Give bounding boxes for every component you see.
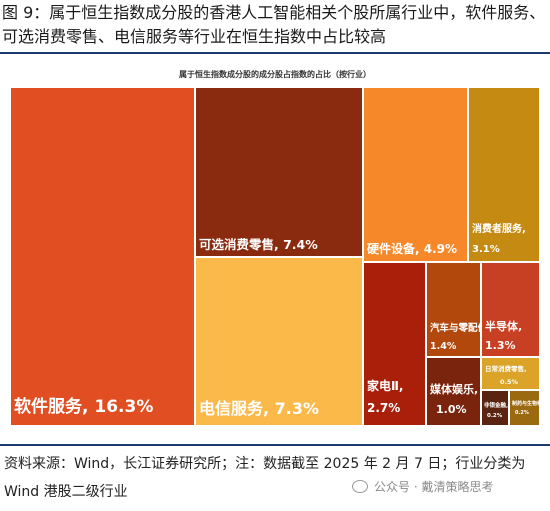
treemap-label: 1.3% bbox=[485, 339, 516, 352]
treemap-cell: 软件服务, 16.3% bbox=[9, 86, 196, 427]
watermark-text: 公众号 · 戴清策略思考 bbox=[374, 480, 494, 494]
treemap-rect bbox=[362, 86, 469, 263]
bottom-rule bbox=[0, 444, 550, 446]
treemap-label: 汽车与零配件, bbox=[430, 322, 491, 334]
treemap-cell: 制药与生物科技, 0.2% bbox=[508, 389, 549, 427]
treemap-rect bbox=[194, 86, 364, 258]
treemap-label: 0.2% bbox=[487, 413, 503, 419]
treemap-cell: 家电Ⅱ, 2.7% bbox=[362, 261, 427, 427]
top-rule bbox=[0, 52, 550, 54]
treemap-label: 半导体, bbox=[485, 319, 522, 333]
treemap-cell: 可选消费零售, 7.4% bbox=[194, 86, 364, 258]
treemap-rect bbox=[508, 389, 541, 427]
watermark: 公众号 · 戴清策略思考 bbox=[352, 478, 493, 495]
treemap-cell: 非银金融, 0.2% bbox=[480, 389, 510, 427]
source-note: 资料来源：Wind，长江证券研究所；注：数据截至 2025 年 2 月 7 日；… bbox=[4, 456, 526, 500]
treemap-label: 2.7% bbox=[367, 401, 400, 415]
chart-title: 属于恒生指数成分股的成分股占指数的占比（按行业） bbox=[179, 70, 371, 79]
treemap-label: 1.4% bbox=[430, 341, 457, 352]
treemap-cell: 电信服务, 7.3% bbox=[194, 256, 364, 427]
treemap-label: 硬件设备, 4.9% bbox=[367, 241, 457, 256]
treemap-label: 消费者服务, bbox=[472, 222, 526, 235]
figure-title: 图 9：属于恒生指数成分股的香港人工智能相关个股所属行业中，软件服务、可选消费零… bbox=[2, 3, 546, 46]
wechat-icon bbox=[352, 480, 368, 493]
treemap-label: 0.5% bbox=[500, 378, 519, 386]
treemap-label: 制药与生物科技, bbox=[512, 400, 549, 407]
treemap-label: 可选消费零售, 7.4% bbox=[199, 237, 318, 252]
treemap-rect bbox=[480, 356, 541, 391]
treemap-cell: 硬件设备, 4.9% bbox=[362, 86, 469, 263]
treemap-label: 电信服务, 7.3% bbox=[199, 399, 319, 418]
treemap-rect bbox=[362, 261, 427, 427]
treemap-cell: 媒体娱乐, 1.0% bbox=[425, 356, 482, 427]
treemap-rect bbox=[425, 356, 482, 427]
treemap-rect bbox=[194, 256, 364, 427]
treemap-rect bbox=[425, 261, 482, 358]
treemap-label: 家电Ⅱ, bbox=[367, 378, 403, 393]
treemap-label: 3.1% bbox=[472, 244, 500, 255]
treemap-chart: 软件服务, 16.3% 可选消费零售, 7.4% 电信服务, 7.3% 硬件设备, 4… bbox=[9, 86, 549, 427]
treemap-cell: 日常消费零售, 0.5% bbox=[480, 356, 541, 391]
treemap-rect bbox=[467, 86, 541, 263]
treemap-rect bbox=[9, 86, 196, 427]
treemap-label: 非银金融, bbox=[484, 401, 508, 409]
treemap-label: 日常消费零售, bbox=[485, 364, 526, 373]
treemap-label: 1.0% bbox=[436, 403, 467, 416]
treemap-label: 媒体娱乐, bbox=[429, 382, 478, 396]
treemap-cell: 半导体, 1.3% bbox=[480, 261, 541, 358]
treemap-cell: 消费者服务, 3.1% bbox=[467, 86, 541, 263]
treemap-label: 软件服务, 16.3% bbox=[14, 396, 153, 417]
treemap-cell: 汽车与零配件, 1.4% bbox=[425, 261, 491, 358]
treemap-label: 0.2% bbox=[515, 410, 529, 416]
